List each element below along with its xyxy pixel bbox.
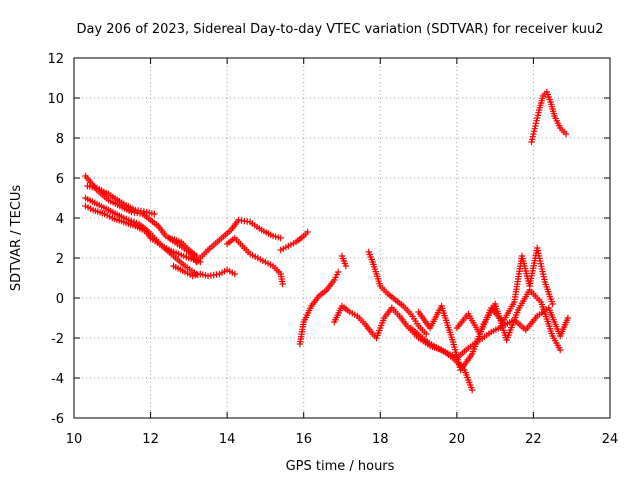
y-tick-label: 6 [56, 172, 64, 187]
series-track-8 [223, 234, 286, 288]
y-tick-label: 4 [56, 212, 64, 227]
series-track-5 [170, 262, 238, 280]
y-tick-labels: -6 -4 -2 0 2 4 6 8 10 12 [47, 52, 64, 427]
plot-frame [73, 57, 611, 419]
series-track-4 [84, 182, 158, 218]
x-tick-label: 20 [449, 432, 466, 447]
series-track-10 [296, 268, 342, 348]
data-point [564, 314, 572, 322]
x-tick-labels: 10 12 14 16 18 20 22 24 [66, 432, 619, 447]
axis-ticks [73, 57, 611, 419]
data-point [562, 130, 570, 138]
data-point [549, 300, 556, 308]
series-track-7 [193, 216, 284, 266]
series-track-16 [415, 286, 564, 374]
series-track-9 [277, 228, 311, 254]
grid [74, 58, 610, 418]
y-tick-label: 8 [56, 132, 64, 147]
series-track-17 [453, 244, 556, 338]
data-point [193, 252, 200, 260]
x-tick-label: 16 [295, 432, 312, 447]
x-axis-label: GPS time / hours [286, 459, 395, 474]
y-tick-label: -6 [51, 412, 64, 427]
x-tick-label: 12 [142, 432, 159, 447]
data-point [468, 386, 476, 394]
y-tick-label: 2 [56, 252, 64, 267]
y-axis-label: SDTVAR / TECUs [9, 185, 24, 292]
data-point [304, 228, 311, 236]
chart-title: Day 206 of 2023, Sidereal Day-to-day VTE… [76, 22, 603, 37]
data-point [557, 346, 564, 354]
y-tick-label: 12 [47, 52, 64, 67]
y-tick-label: 10 [47, 92, 64, 107]
x-tick-label: 24 [602, 432, 619, 447]
series-track-13 [365, 248, 430, 338]
data-point [231, 270, 238, 278]
series-track-12 [331, 302, 395, 342]
data-point [423, 330, 430, 338]
y-tick-label: 0 [56, 292, 64, 307]
data-point [342, 262, 350, 270]
x-tick-label: 22 [525, 432, 542, 447]
data-point [151, 210, 158, 218]
series-track-6 [166, 234, 200, 260]
y-tick-label: -4 [51, 372, 64, 387]
x-tick-label: 14 [219, 432, 236, 447]
series-track-11 [338, 252, 350, 270]
data-point [334, 268, 342, 276]
x-tick-label: 10 [66, 432, 83, 447]
data-point [277, 234, 284, 242]
x-tick-label: 18 [372, 432, 389, 447]
y-tick-label: -2 [51, 332, 64, 347]
data-point [279, 280, 286, 288]
data-layer [82, 88, 572, 394]
series-track-2 [82, 194, 200, 278]
series-track-15 [407, 304, 572, 362]
series-track-18 [528, 88, 570, 146]
